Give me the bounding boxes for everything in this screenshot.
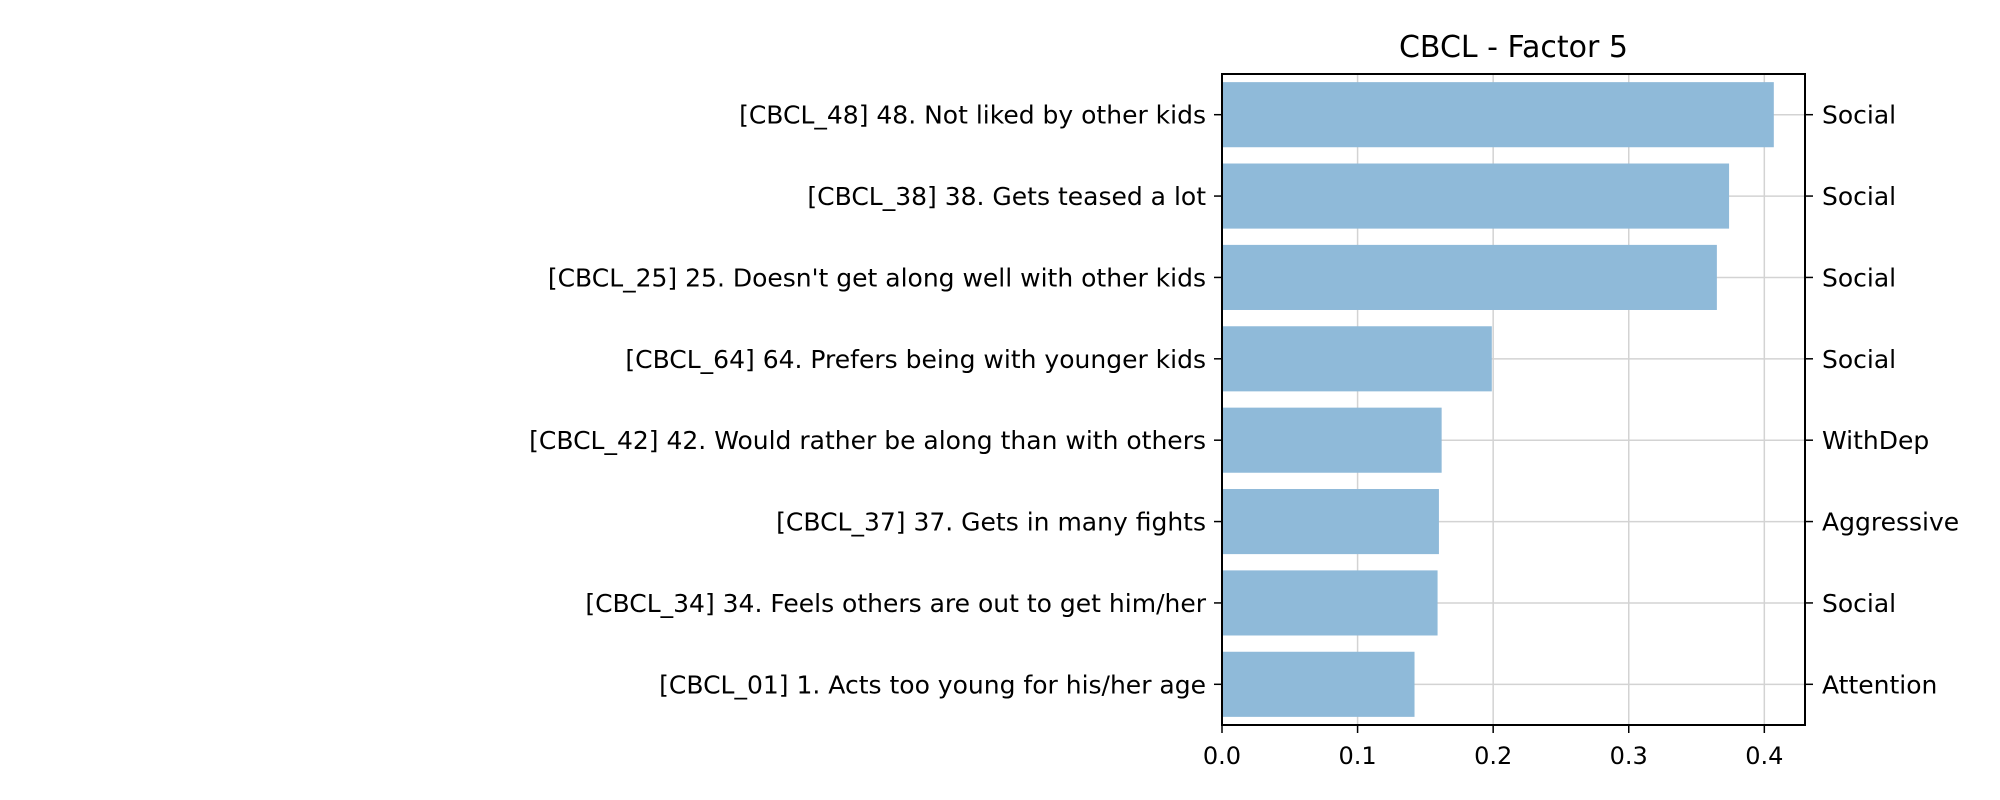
category-label: [CBCL_38] 38. Gets teased a lot xyxy=(807,182,1206,211)
x-tick-label: 0.4 xyxy=(1745,742,1783,770)
x-tick-label: 0.0 xyxy=(1203,742,1241,770)
bar xyxy=(1222,489,1439,555)
plot-area-frame xyxy=(1221,73,1806,726)
category-label: [CBCL_25] 25. Doesn't get along well wit… xyxy=(548,263,1206,292)
group-label: Aggressive xyxy=(1822,508,1959,537)
bar xyxy=(1222,651,1415,717)
bar xyxy=(1222,163,1730,229)
category-labels: [CBCL_48] 48. Not liked by other kids [CB… xyxy=(529,101,1222,699)
x-axis-ticks: 0.0 0.1 0.2 0.3 0.4 xyxy=(1203,725,1783,770)
group-label: Attention xyxy=(1822,670,1937,699)
category-label: [CBCL_48] 48. Not liked by other kids xyxy=(739,101,1206,130)
x-tick-label: 0.3 xyxy=(1610,742,1648,770)
category-group-labels: Social Social Social Social WithDep Aggressiv… xyxy=(1805,101,1959,699)
bar xyxy=(1222,407,1442,473)
bar xyxy=(1222,326,1492,392)
category-label: [CBCL_34] 34. Feels others are out to ge… xyxy=(585,589,1206,618)
chart-title: CBCL - Factor 5 xyxy=(1399,30,1628,65)
group-label: WithDep xyxy=(1822,426,1929,455)
bar xyxy=(1222,244,1717,310)
group-label: Social xyxy=(1822,589,1896,618)
category-label: [CBCL_42] 42. Would rather be along than… xyxy=(529,426,1206,455)
category-label: [CBCL_01] 1. Acts too young for his/her … xyxy=(659,670,1206,699)
bars xyxy=(1222,82,1774,717)
group-label: Social xyxy=(1822,345,1896,374)
group-label: Social xyxy=(1822,182,1896,211)
group-label: Social xyxy=(1822,101,1896,130)
bar xyxy=(1222,82,1774,148)
category-label: [CBCL_64] 64. Prefers being with younger… xyxy=(625,345,1206,374)
x-tick-label: 0.1 xyxy=(1338,742,1376,770)
x-tick-label: 0.2 xyxy=(1474,742,1512,770)
bar xyxy=(1222,570,1438,636)
group-label: Social xyxy=(1822,263,1896,292)
category-label: [CBCL_37] 37. Gets in many fights xyxy=(776,508,1206,537)
